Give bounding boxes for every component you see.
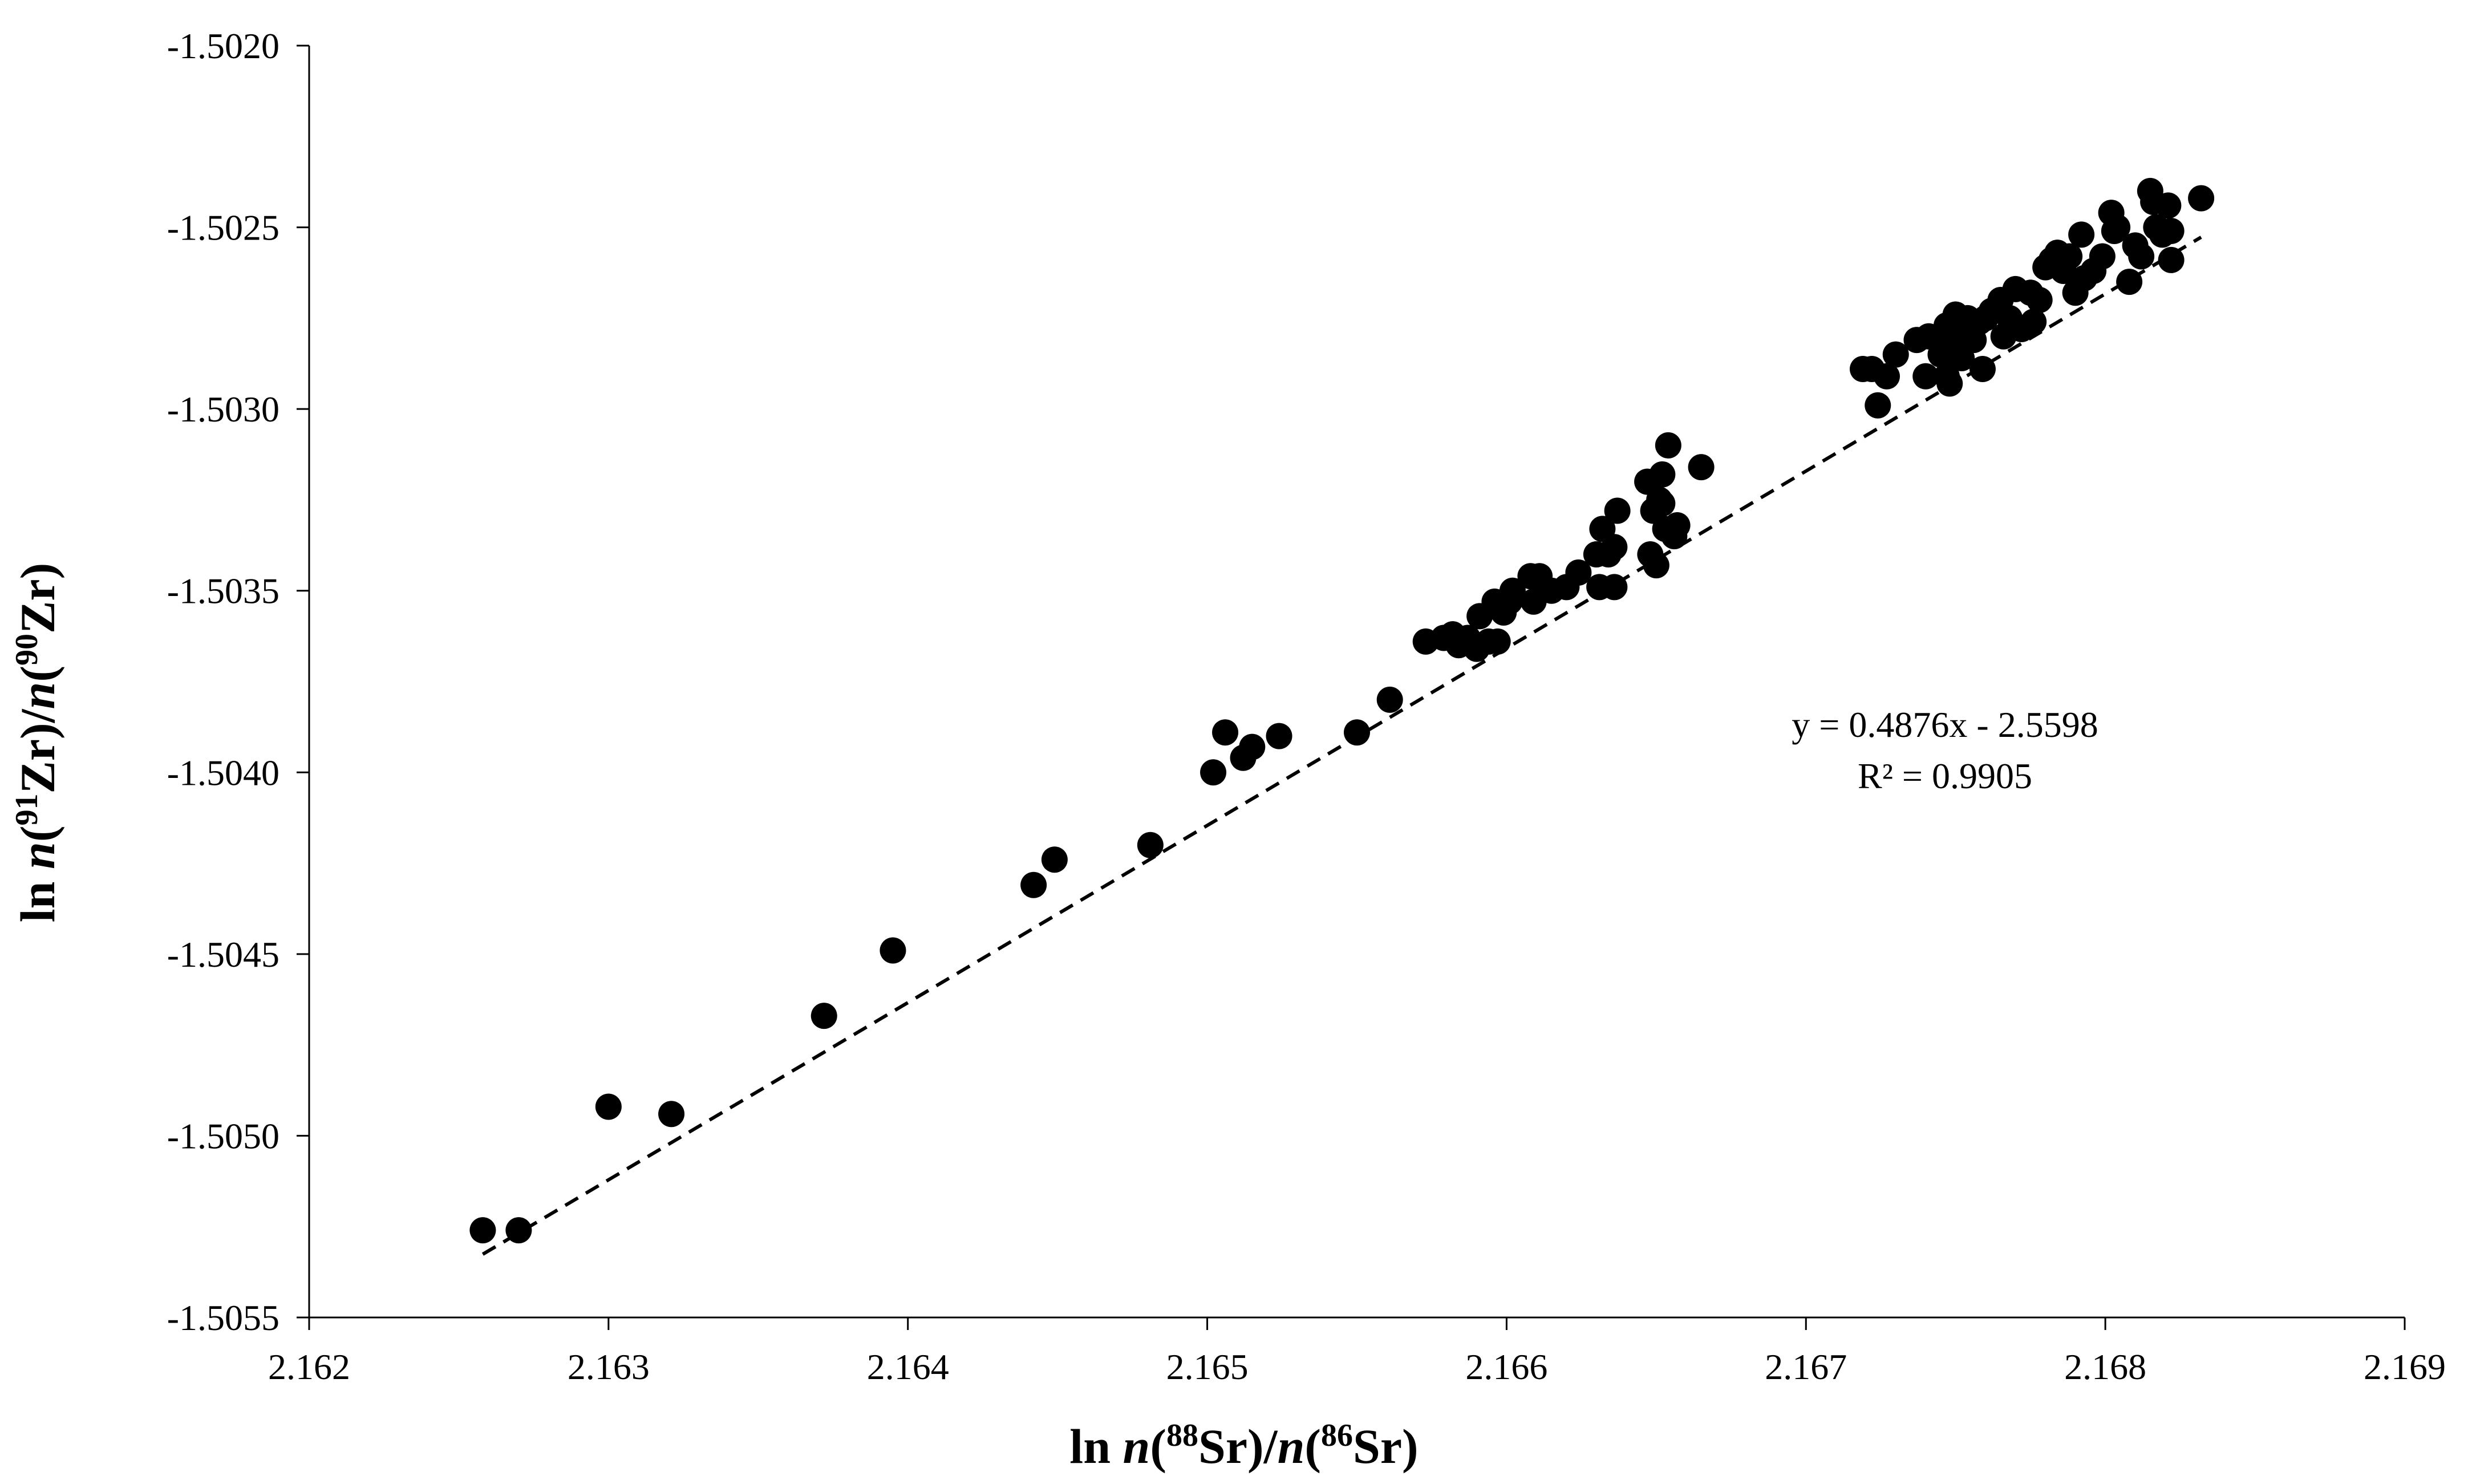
data-point: [1041, 846, 1068, 873]
data-point: [1649, 461, 1676, 488]
data-point: [1200, 759, 1227, 786]
data-point: [1604, 497, 1631, 524]
y-tick-label: -1.5040: [167, 752, 279, 793]
data-point: [595, 1093, 622, 1120]
data-point: [1688, 454, 1715, 481]
y-tick-label: -1.5030: [167, 389, 279, 429]
data-point: [2158, 217, 2185, 244]
y-tick-label: -1.5045: [167, 934, 279, 975]
data-point: [1912, 363, 1939, 390]
data-point: [2128, 243, 2155, 270]
data-point: [1649, 490, 1676, 517]
x-tick-label: 2.166: [1465, 1347, 1547, 1387]
x-tick-label: 2.164: [867, 1347, 949, 1387]
data-point: [2158, 246, 2185, 273]
data-point: [1936, 370, 1963, 397]
data-point: [1239, 733, 1266, 760]
y-tick-label: -1.5055: [167, 1298, 279, 1338]
data-point: [1484, 628, 1511, 655]
data-point: [1873, 363, 1900, 390]
y-tick-label: -1.5020: [167, 26, 279, 66]
data-point: [1376, 686, 1403, 713]
x-tick-label: 2.167: [1765, 1347, 1847, 1387]
data-point: [2020, 309, 2047, 335]
y-axis-ticks: -1.5020 -1.5025 -1.5030 -1.5035 -1.5040 -1.50…: [167, 26, 309, 1338]
data-point: [1020, 871, 1047, 898]
y-tick-label: -1.5050: [167, 1116, 279, 1156]
data-point: [2056, 243, 2083, 270]
data-point: [1865, 392, 1891, 419]
trendline: [481, 236, 2202, 1256]
r-squared-label: R² = 0.9905: [1858, 756, 2032, 796]
data-point: [2155, 192, 2182, 219]
x-tick-label: 2.168: [2064, 1347, 2146, 1387]
data-point: [810, 1003, 837, 1029]
x-axis-ticks: 2.162 2.163 2.164 2.165 2.166 2.167 2.168 2.169: [268, 1317, 2446, 1387]
data-point: [2089, 243, 2116, 270]
data-point: [1655, 432, 1681, 459]
data-point: [1601, 574, 1628, 601]
data-point: [2104, 214, 2131, 241]
data-point: [880, 937, 906, 964]
x-tick-label: 2.169: [2364, 1347, 2446, 1387]
data-points: [469, 177, 2215, 1244]
data-point: [2188, 185, 2215, 212]
data-point: [1939, 323, 1966, 350]
data-point: [469, 1217, 496, 1244]
data-point: [1137, 832, 1164, 858]
data-point: [1643, 552, 1669, 579]
x-tick-label: 2.162: [268, 1347, 350, 1387]
data-point: [505, 1217, 532, 1244]
data-point: [1344, 719, 1370, 746]
trendline-equation: y = 0.4876x - 2.5598: [1792, 704, 2098, 745]
y-tick-label: -1.5025: [167, 208, 279, 248]
data-point: [1601, 534, 1628, 561]
data-point: [2026, 287, 2053, 313]
x-axis-title: ln n(88Sr)/n(86Sr): [1069, 1418, 1418, 1474]
x-tick-label: 2.163: [568, 1347, 650, 1387]
data-point: [2068, 221, 2095, 248]
data-point: [1212, 719, 1239, 746]
data-point: [1266, 723, 1292, 749]
data-point: [1969, 356, 1996, 383]
data-point: [658, 1101, 685, 1128]
x-tick-label: 2.165: [1166, 1347, 1249, 1387]
data-point: [1565, 559, 1592, 586]
data-point: [1664, 512, 1691, 539]
y-tick-label: -1.5035: [167, 571, 279, 611]
data-point: [1499, 577, 1526, 604]
data-point: [1882, 341, 1909, 368]
y-axis-title: ln n(91Zr)/n(90Zr): [9, 563, 65, 922]
data-point: [2116, 269, 2143, 295]
